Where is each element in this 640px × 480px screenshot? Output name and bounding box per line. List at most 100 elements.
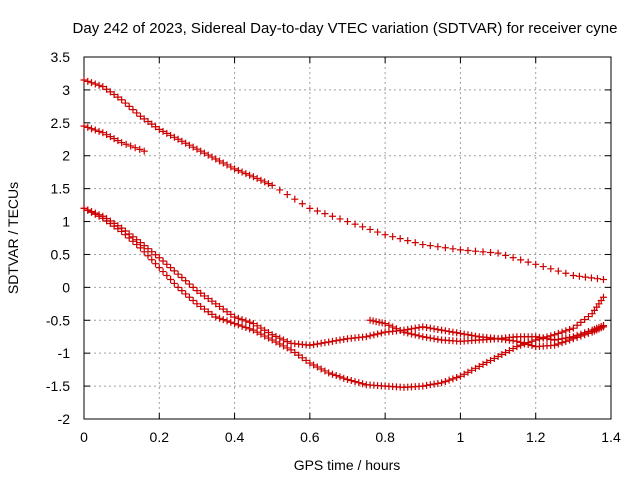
data-point xyxy=(351,378,359,386)
data-point xyxy=(438,326,446,334)
data-point xyxy=(366,316,374,324)
data-point xyxy=(264,329,272,337)
data-point xyxy=(185,293,193,301)
data-point xyxy=(502,251,510,259)
data-point xyxy=(404,329,412,337)
data-point xyxy=(136,145,144,153)
axis-ticks xyxy=(83,56,612,420)
data-point xyxy=(219,159,227,167)
data-point xyxy=(163,272,171,280)
data-point xyxy=(430,335,438,343)
y-tick-label: 0 xyxy=(62,279,70,295)
data-point xyxy=(216,302,224,310)
data-point xyxy=(212,155,220,163)
x-tick-label: 1.2 xyxy=(526,429,546,445)
data-point xyxy=(573,331,581,339)
data-point xyxy=(291,195,299,203)
data-point xyxy=(581,329,589,337)
data-point xyxy=(378,319,386,327)
data-point xyxy=(155,254,163,262)
grid xyxy=(84,57,611,419)
data-point xyxy=(298,354,306,362)
x-tick-label: 0.8 xyxy=(375,429,395,445)
data-point xyxy=(471,247,479,255)
data-point xyxy=(223,308,231,316)
data-point xyxy=(103,215,111,223)
data-point xyxy=(464,368,472,376)
data-point xyxy=(430,325,438,333)
data-point xyxy=(487,356,495,364)
data-point xyxy=(152,260,160,268)
data-point xyxy=(106,133,114,141)
data-point xyxy=(321,339,329,347)
data-point xyxy=(359,223,367,231)
data-point xyxy=(419,333,427,341)
data-point xyxy=(148,256,156,264)
data-point xyxy=(276,186,284,194)
data-point xyxy=(419,241,427,249)
data-point xyxy=(449,245,457,253)
data-point xyxy=(336,215,344,223)
data-point xyxy=(140,147,148,155)
data-point xyxy=(257,330,265,338)
data-point xyxy=(445,376,453,384)
data-point xyxy=(509,254,517,262)
data-point xyxy=(174,270,182,278)
data-point xyxy=(426,381,434,389)
data-point xyxy=(295,351,303,359)
data-point xyxy=(238,322,246,330)
data-point xyxy=(415,324,423,332)
data-point xyxy=(298,200,306,208)
data-point xyxy=(167,131,175,139)
data-point xyxy=(234,314,242,322)
data-point xyxy=(148,248,156,256)
data-point xyxy=(193,300,201,308)
data-point xyxy=(460,370,468,378)
data-point xyxy=(121,99,129,107)
data-point xyxy=(280,336,288,344)
data-point xyxy=(434,325,442,333)
data-point xyxy=(121,227,129,235)
data-point xyxy=(599,293,607,301)
data-point xyxy=(423,381,431,389)
data-point xyxy=(332,372,340,380)
data-point xyxy=(95,81,103,89)
data-point xyxy=(460,330,468,338)
data-point xyxy=(291,349,299,357)
data-point xyxy=(136,239,144,247)
y-tick-label: -0.5 xyxy=(46,312,70,328)
data-point xyxy=(411,239,419,247)
data-point xyxy=(159,257,167,265)
data-point xyxy=(182,139,190,147)
data-point xyxy=(313,340,321,348)
data-point xyxy=(140,248,148,256)
data-point xyxy=(261,326,269,334)
data-point xyxy=(547,335,555,343)
y-tick-label: 1.5 xyxy=(51,181,71,197)
data-point xyxy=(509,345,517,353)
data-point xyxy=(573,321,581,329)
data-point xyxy=(566,325,574,333)
data-point xyxy=(178,287,186,295)
data-point xyxy=(185,141,193,149)
data-point xyxy=(99,83,107,91)
data-point xyxy=(336,336,344,344)
data-point xyxy=(392,325,400,333)
data-point xyxy=(227,318,235,326)
data-point xyxy=(204,295,212,303)
data-point xyxy=(249,173,257,181)
data-point xyxy=(483,358,491,366)
data-point xyxy=(423,324,431,332)
data-point xyxy=(189,297,197,305)
chart-title: Day 242 of 2023, Sidereal Day-to-day VTE… xyxy=(73,20,618,37)
y-tick-label: 1 xyxy=(62,214,70,230)
data-point xyxy=(200,305,208,313)
data-point xyxy=(434,243,442,251)
data-point xyxy=(193,287,201,295)
data-point xyxy=(328,212,336,220)
data-point xyxy=(114,137,122,145)
data-point xyxy=(103,131,111,139)
data-point xyxy=(344,218,351,226)
data-point xyxy=(110,135,118,143)
